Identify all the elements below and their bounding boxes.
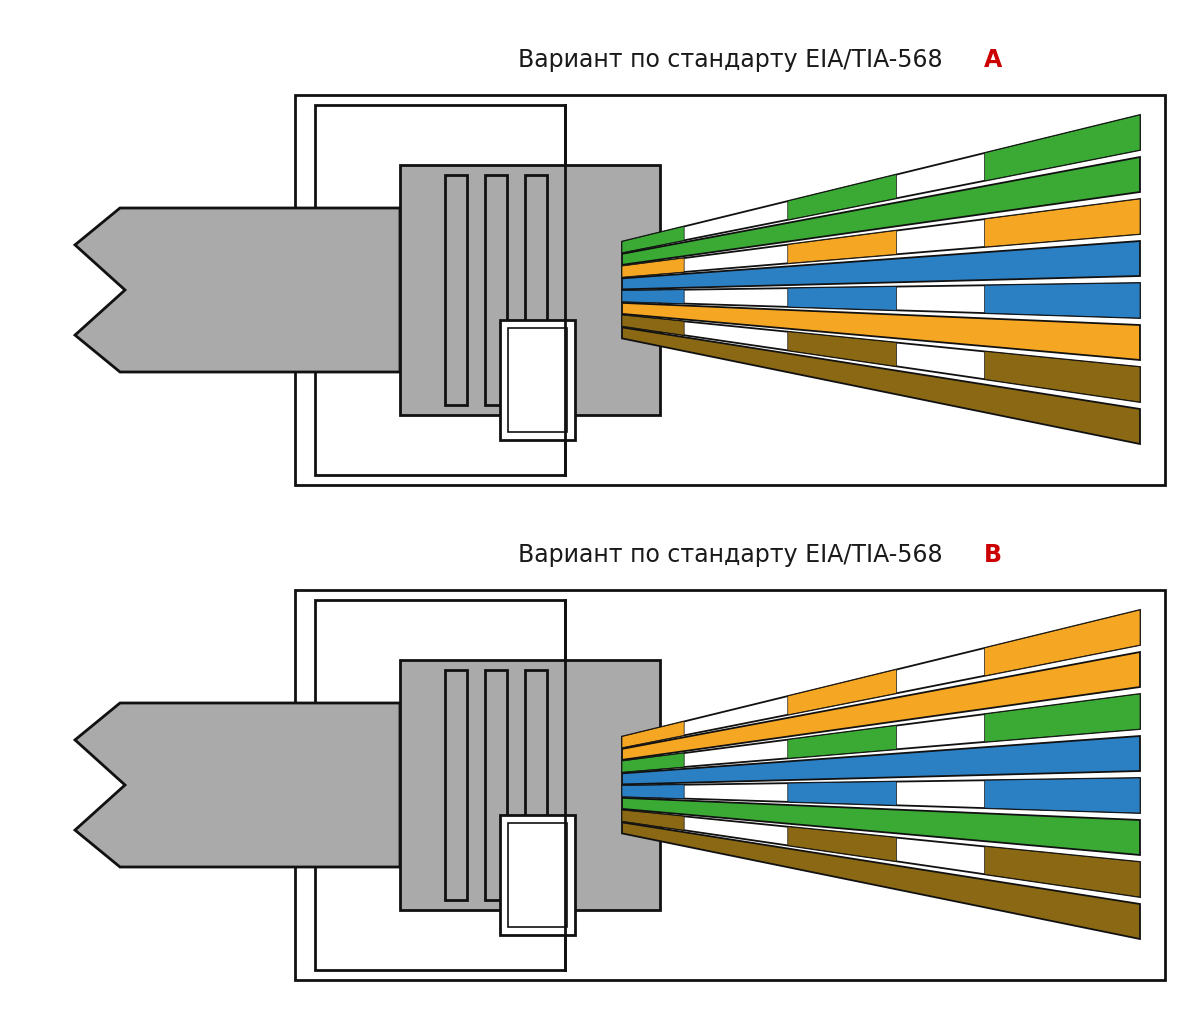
- Polygon shape: [622, 227, 684, 253]
- Polygon shape: [622, 115, 1140, 253]
- Polygon shape: [622, 798, 1140, 855]
- Bar: [526, 175, 547, 405]
- Polygon shape: [622, 327, 1140, 444]
- Polygon shape: [622, 283, 1140, 318]
- Polygon shape: [787, 287, 896, 310]
- Polygon shape: [787, 331, 896, 366]
- Polygon shape: [622, 785, 684, 799]
- Polygon shape: [787, 670, 896, 715]
- Polygon shape: [984, 694, 1140, 742]
- Polygon shape: [622, 810, 684, 830]
- Polygon shape: [984, 283, 1140, 318]
- Polygon shape: [622, 810, 1140, 897]
- Polygon shape: [622, 303, 1140, 360]
- Polygon shape: [984, 199, 1140, 247]
- Bar: [508, 328, 568, 432]
- Bar: [445, 175, 467, 405]
- Bar: [295, 95, 1165, 485]
- Polygon shape: [622, 694, 1140, 772]
- Polygon shape: [984, 847, 1140, 897]
- Polygon shape: [622, 315, 1140, 402]
- Text: A: A: [984, 48, 1002, 72]
- Text: Вариант по стандарту EIA/TIA-568: Вариант по стандарту EIA/TIA-568: [517, 543, 942, 567]
- Bar: [314, 600, 565, 970]
- Polygon shape: [984, 610, 1140, 676]
- Polygon shape: [622, 721, 684, 747]
- Bar: [508, 823, 568, 927]
- Bar: [500, 320, 575, 440]
- Polygon shape: [984, 115, 1140, 181]
- Polygon shape: [984, 778, 1140, 814]
- Polygon shape: [622, 199, 1140, 277]
- Polygon shape: [622, 652, 1140, 760]
- Polygon shape: [622, 290, 684, 303]
- Polygon shape: [787, 726, 896, 759]
- Bar: [400, 165, 660, 415]
- Polygon shape: [74, 703, 400, 867]
- Bar: [485, 175, 508, 405]
- Polygon shape: [622, 736, 1140, 785]
- Polygon shape: [622, 778, 1140, 814]
- Bar: [485, 670, 508, 900]
- Polygon shape: [787, 827, 896, 861]
- Text: Вариант по стандарту EIA/TIA-568: Вариант по стандарту EIA/TIA-568: [517, 48, 942, 72]
- Polygon shape: [622, 315, 684, 335]
- Bar: [295, 590, 1165, 980]
- Polygon shape: [74, 208, 400, 372]
- Bar: [400, 660, 660, 910]
- Polygon shape: [622, 753, 684, 772]
- Polygon shape: [622, 610, 1140, 747]
- Polygon shape: [787, 781, 896, 805]
- Bar: [500, 815, 575, 935]
- Bar: [445, 670, 467, 900]
- Polygon shape: [787, 231, 896, 263]
- Polygon shape: [787, 175, 896, 219]
- Polygon shape: [622, 157, 1140, 265]
- Polygon shape: [622, 823, 1140, 939]
- Bar: [314, 105, 565, 475]
- Text: B: B: [984, 543, 1002, 567]
- Bar: [526, 670, 547, 900]
- Polygon shape: [984, 352, 1140, 402]
- Polygon shape: [622, 258, 684, 277]
- Polygon shape: [622, 241, 1140, 290]
